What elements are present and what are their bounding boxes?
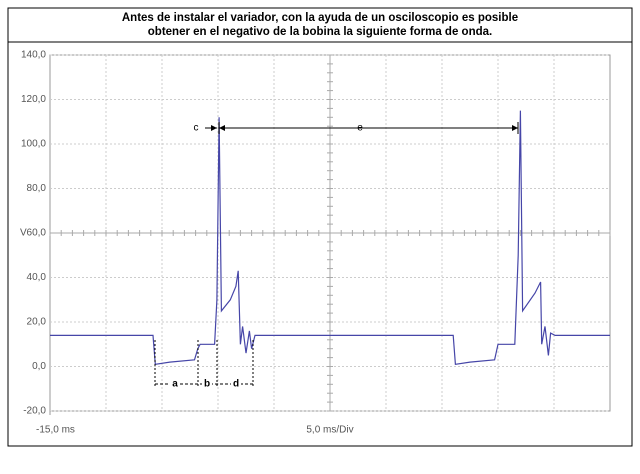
annotation: e (357, 123, 363, 134)
arrowhead (512, 125, 518, 131)
y-tick-label: 40,0 (27, 272, 47, 283)
title-line: Antes de instalar el variador, con la ay… (122, 12, 518, 24)
frame (7, 7, 633, 447)
annotation: c (194, 123, 199, 134)
y-tick-label: 60,0 (27, 228, 47, 239)
label-bg (170, 378, 180, 390)
label-bg (231, 378, 241, 390)
y-tick-label: 0,0 (32, 361, 46, 372)
annotation: b (204, 379, 210, 390)
y-tick-label: 80,0 (27, 183, 47, 194)
y-tick-label: -20,0 (23, 406, 46, 417)
y-tick-label: 100,0 (21, 139, 46, 150)
annotation: a (172, 379, 178, 390)
arrowhead (211, 125, 217, 131)
label-bg (202, 378, 212, 390)
x-tick-label: -15,0 ms (36, 425, 75, 436)
y-tick-label: 140,0 (21, 50, 46, 61)
title-line: obtener en el negativo de la bobina la s… (148, 26, 492, 38)
trace (50, 110, 610, 365)
arrowhead (219, 125, 225, 131)
y-tick-label: 120,0 (21, 94, 46, 105)
x-axis-label: 5,0 ms/Div (306, 425, 353, 436)
y-unit: V (20, 228, 27, 239)
annotation: d (233, 379, 239, 390)
y-tick-label: 20,0 (27, 317, 47, 328)
